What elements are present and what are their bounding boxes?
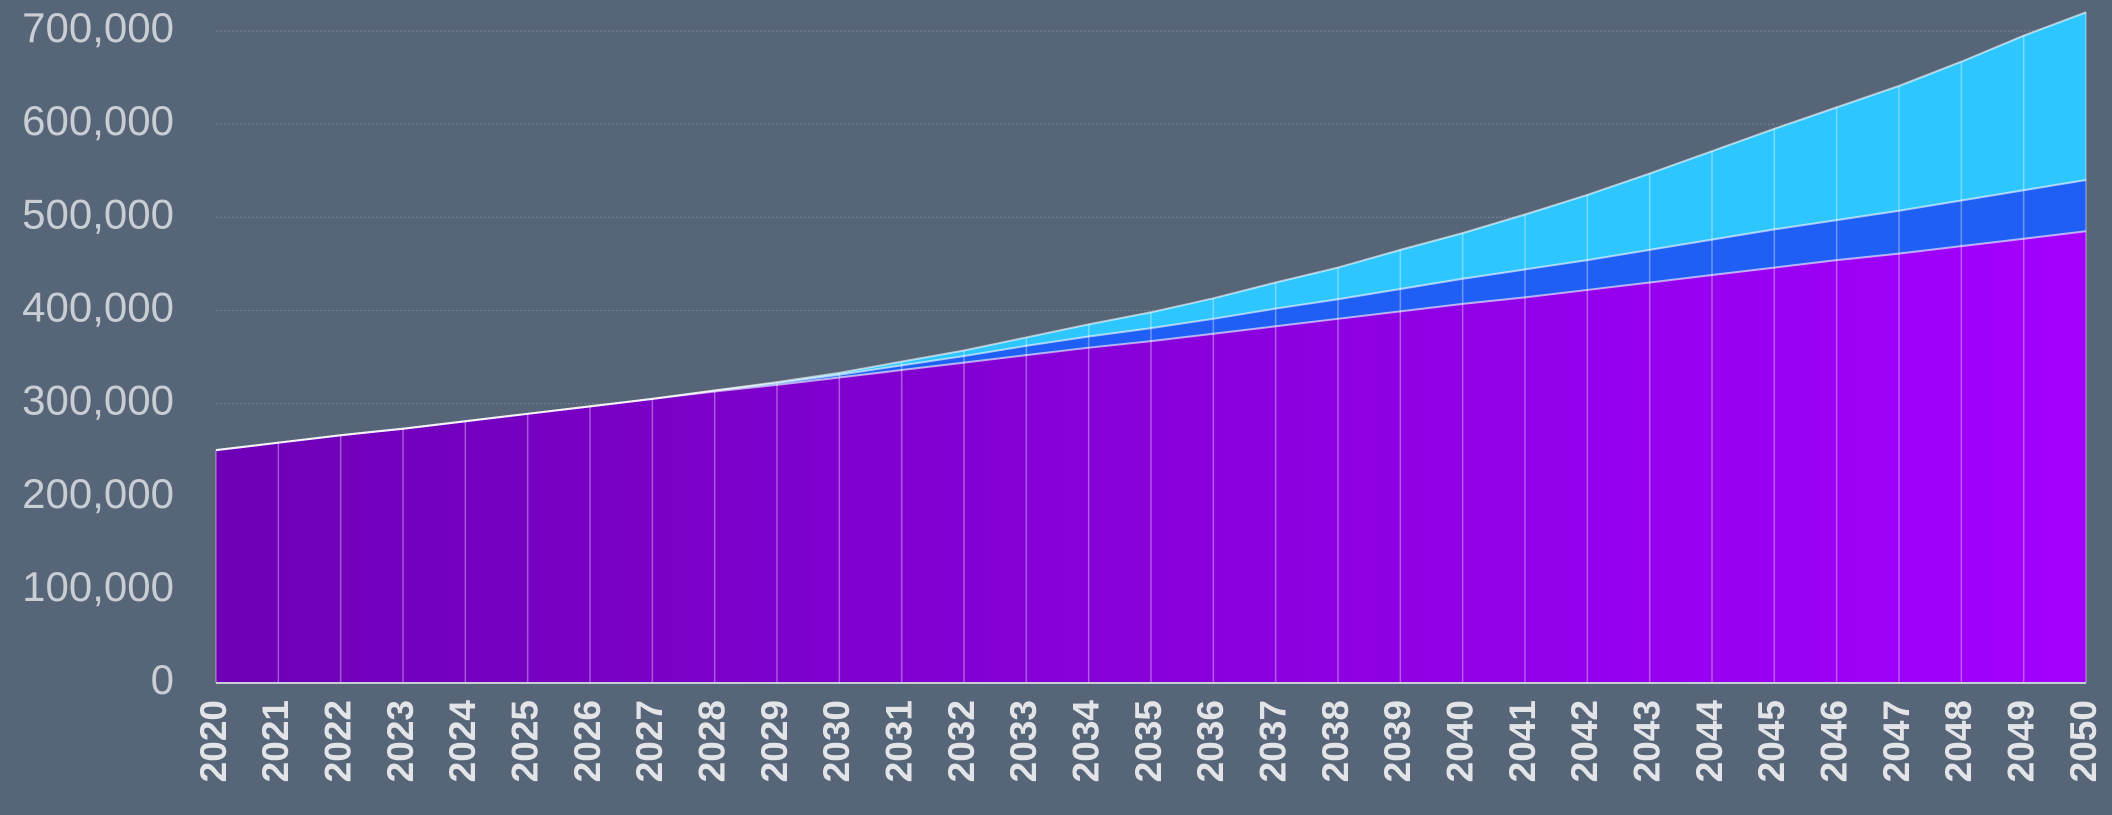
y-tick-label: 0 — [151, 656, 174, 703]
x-tick-label: 2046 — [1813, 700, 1854, 782]
x-tick-label: 2021 — [255, 700, 296, 782]
x-tick-label: 2022 — [317, 700, 358, 782]
x-tick-label: 2024 — [442, 700, 483, 783]
x-tick-label: 2041 — [1502, 700, 1543, 782]
area — [216, 231, 2086, 683]
x-tick-label: 2044 — [1689, 700, 1730, 783]
x-tick-label: 2050 — [2063, 700, 2104, 782]
x-tick-label: 2039 — [1377, 700, 1418, 782]
y-tick-label: 200,000 — [22, 470, 174, 517]
x-tick-label: 2035 — [1128, 700, 1169, 782]
x-tick-label: 2028 — [691, 700, 732, 782]
x-tick-label: 2030 — [816, 700, 857, 782]
x-tick-label: 2049 — [2000, 700, 2041, 782]
x-tick-label: 2043 — [1626, 700, 1667, 782]
y-tick-label: 300,000 — [22, 377, 174, 424]
x-tick-label: 2036 — [1190, 700, 1231, 782]
x-tick-label: 2026 — [567, 700, 608, 782]
x-tick-label: 2045 — [1751, 700, 1792, 782]
x-tick-label: 2034 — [1065, 700, 1106, 783]
x-tick-label: 2048 — [1938, 700, 1979, 782]
x-tick-label: 2020 — [193, 700, 234, 782]
y-tick-label: 500,000 — [22, 190, 174, 237]
x-tick-label: 2042 — [1564, 700, 1605, 782]
x-tick-label: 2027 — [629, 700, 670, 782]
y-tick-label: 400,000 — [22, 284, 174, 331]
x-tick-label: 2037 — [1252, 700, 1293, 782]
x-tick-label: 2032 — [941, 700, 982, 782]
x-tick-label: 2029 — [754, 700, 795, 782]
x-tick-label: 2047 — [1876, 700, 1917, 782]
y-tick-label: 700,000 — [22, 4, 174, 51]
x-tick-label: 2031 — [878, 700, 919, 782]
x-tick-label: 2040 — [1439, 700, 1480, 782]
y-tick-label: 600,000 — [22, 97, 174, 144]
x-tick-label: 2023 — [380, 700, 421, 782]
area — [216, 12, 2086, 451]
y-tick-label: 100,000 — [22, 563, 174, 610]
area-edge — [215, 11, 2087, 452]
x-tick-label: 2025 — [504, 700, 545, 782]
x-tick-label: 2033 — [1003, 700, 1044, 782]
x-tick-label: 2038 — [1315, 700, 1356, 782]
